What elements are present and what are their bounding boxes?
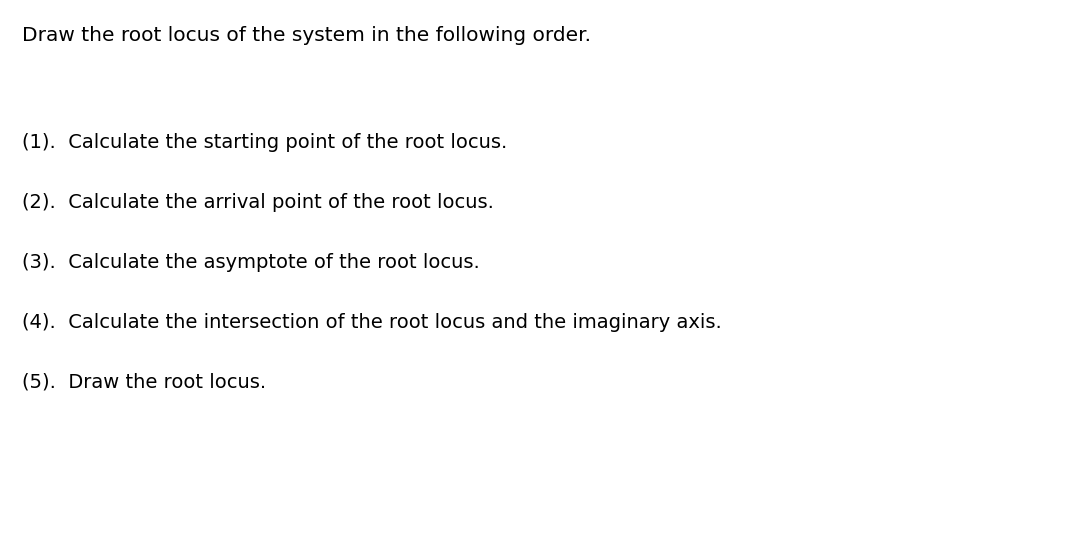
Text: (3).  Calculate the asymptote of the root locus.: (3). Calculate the asymptote of the root… — [22, 253, 480, 272]
Text: (2).  Calculate the arrival point of the root locus.: (2). Calculate the arrival point of the … — [22, 193, 494, 212]
Text: (1).  Calculate the starting point of the root locus.: (1). Calculate the starting point of the… — [22, 133, 507, 152]
Text: (5).  Draw the root locus.: (5). Draw the root locus. — [22, 373, 267, 392]
Text: (4).  Calculate the intersection of the root locus and the imaginary axis.: (4). Calculate the intersection of the r… — [22, 313, 722, 332]
Text: Draw the root locus of the system in the following order.: Draw the root locus of the system in the… — [22, 26, 591, 45]
